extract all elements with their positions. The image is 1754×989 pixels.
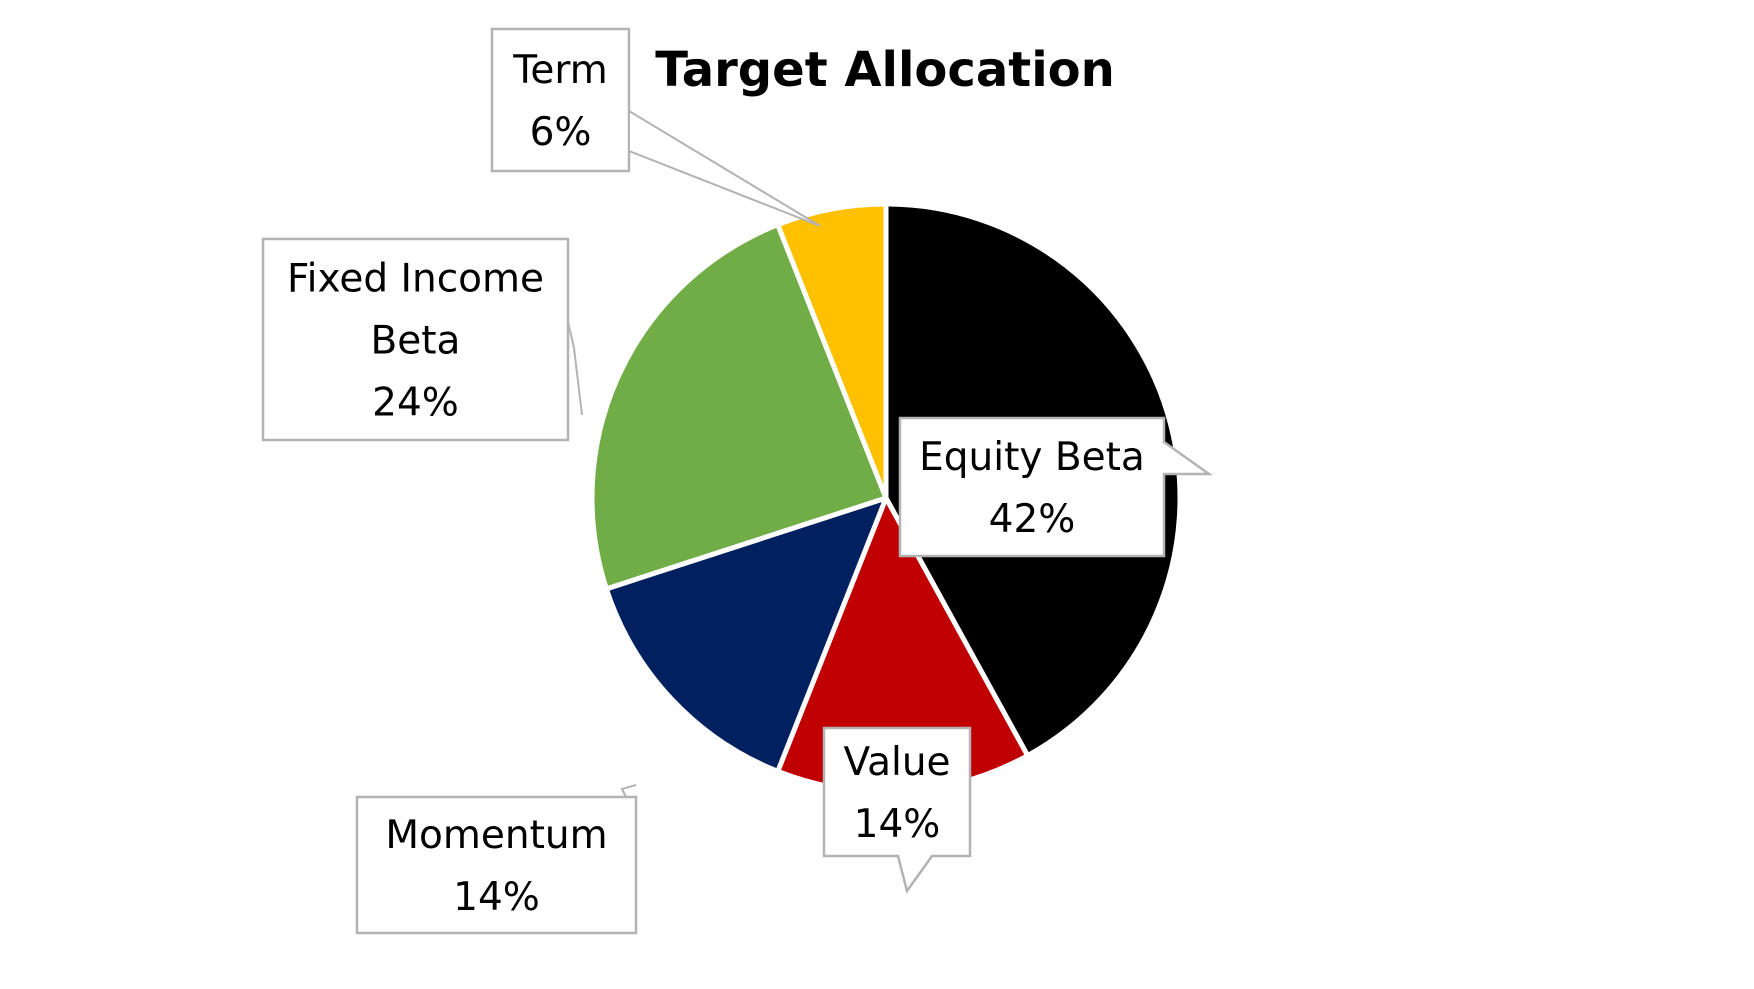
callout-box <box>355 795 638 935</box>
callout-momentum: Momentum 14% <box>355 784 638 935</box>
slice-value-label: 42% <box>989 497 1076 542</box>
leader-line <box>620 784 637 798</box>
callout-box <box>822 726 972 894</box>
slice-label: Term <box>512 48 608 93</box>
slice-label: Equity Beta <box>919 435 1145 480</box>
leader-wedge <box>628 109 821 227</box>
slice-value-label: 24% <box>372 381 459 426</box>
callout-value: Value 14% <box>822 726 972 894</box>
slice-label: Beta <box>371 319 461 364</box>
data-label-callouts: Equity Beta 42% Value 14% Momentum 14% Fixed I… <box>261 27 1213 935</box>
pie-slices <box>589 201 1183 795</box>
callout-equity-beta: Equity Beta 42% <box>898 416 1213 558</box>
callout-box <box>898 416 1213 558</box>
chart-title: Target Allocation <box>655 42 1115 98</box>
slice-label: Fixed Income <box>287 257 544 302</box>
callout-fixed-income-beta: Fixed Income Beta 24% <box>261 237 583 442</box>
slice-value-label: 14% <box>854 802 941 847</box>
callout-box <box>261 237 570 442</box>
slice-label: Momentum <box>385 813 607 858</box>
callout-box <box>490 27 631 173</box>
slice-label: Value <box>843 740 950 785</box>
callout-term: Term 6% <box>490 27 821 227</box>
slice-value-label: 14% <box>453 875 540 920</box>
leader-line <box>567 321 583 416</box>
pie-slice-term <box>775 201 889 501</box>
slice-value-label: 6% <box>530 110 592 155</box>
